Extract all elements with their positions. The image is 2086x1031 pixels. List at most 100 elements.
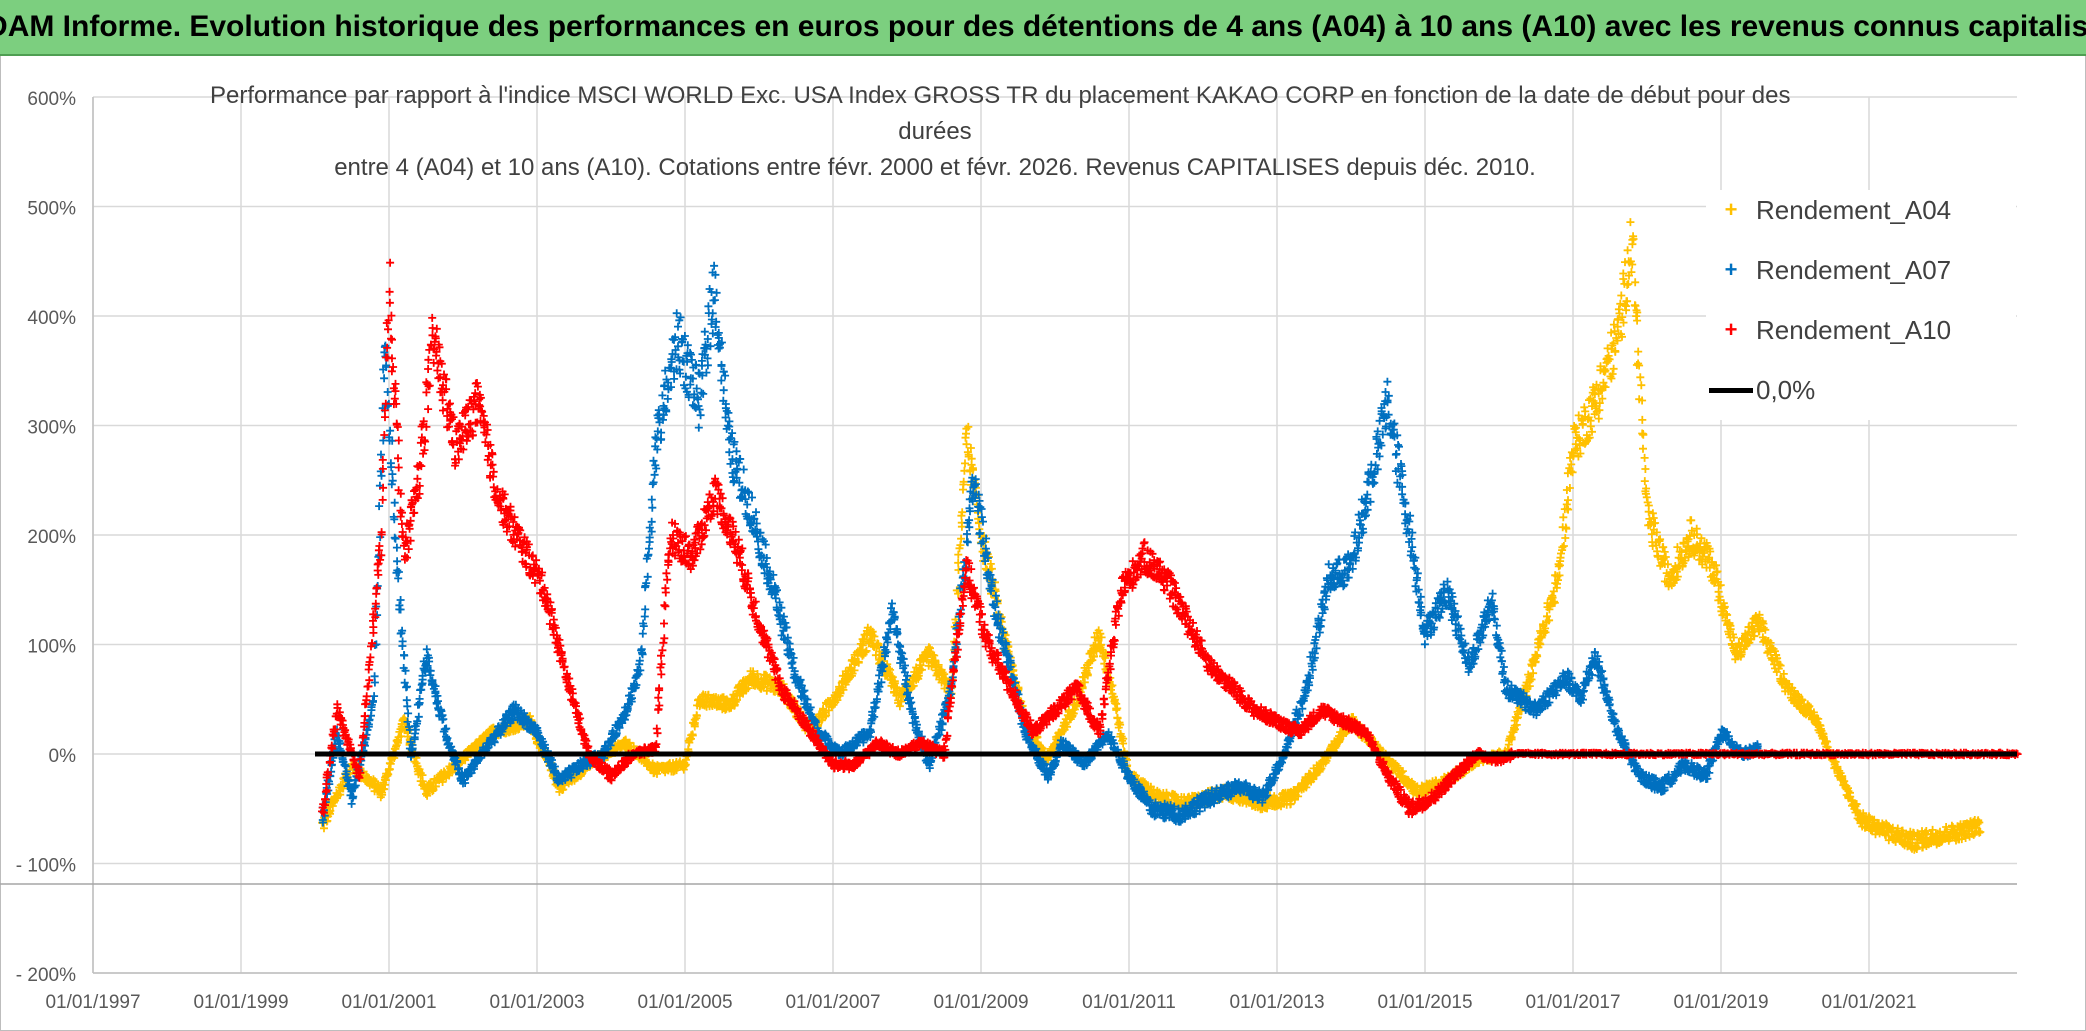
point-a04: [1640, 453, 1649, 462]
point-a07: [640, 612, 649, 621]
point-a04: [962, 440, 971, 449]
point-a04: [954, 550, 963, 559]
point-a04: [415, 765, 424, 774]
point-a04: [1623, 246, 1632, 255]
point-a07: [377, 471, 386, 480]
y-tick-label: 500%: [27, 199, 76, 220]
point-a04: [1653, 547, 1662, 556]
x-tick-label: 01/01/2009: [933, 992, 1028, 1013]
point-a07: [400, 651, 409, 660]
point-a07: [650, 470, 659, 479]
y-tick-label: 100%: [27, 637, 76, 658]
point-a07: [670, 374, 679, 383]
y-tick-label: - 200%: [16, 965, 76, 986]
point-a04: [1639, 444, 1647, 453]
point-a04: [1687, 516, 1696, 525]
point-a07: [392, 543, 401, 552]
point-a04: [1639, 430, 1648, 438]
point-a07: [674, 322, 682, 331]
point-a07: [370, 692, 379, 701]
y-tick-label: 400%: [27, 308, 76, 329]
x-tick-label: 01/01/2005: [637, 992, 732, 1013]
x-tick-label: 01/01/2021: [1821, 992, 1916, 1013]
x-tick-label: 01/01/1997: [45, 992, 140, 1013]
point-a04: [1624, 280, 1633, 288]
point-a04: [1640, 477, 1649, 486]
point-a07: [710, 261, 719, 270]
point-a04: [339, 784, 348, 793]
point-a04: [1617, 291, 1626, 300]
point-a04: [1567, 460, 1576, 469]
axes: [0, 97, 2017, 974]
point-a04: [1631, 278, 1640, 287]
y-tick-label: 300%: [27, 418, 76, 439]
point-a07: [380, 374, 389, 383]
point-a07: [347, 799, 356, 808]
y-axis-tick-labels: 600%500%400%300%200%100%0%- 100%- 200%: [16, 89, 76, 986]
point-a07: [719, 386, 728, 395]
point-a07: [700, 327, 709, 336]
point-a07: [414, 712, 423, 721]
point-a04: [1628, 240, 1637, 249]
point-a04: [1559, 542, 1568, 550]
point-a07: [717, 376, 726, 385]
point-a07: [393, 557, 402, 566]
point-a04: [1636, 373, 1645, 382]
point-a07: [732, 447, 741, 456]
point-a04: [1634, 347, 1643, 356]
y-tick-label: - 100%: [16, 856, 76, 877]
x-tick-label: 01/01/2003: [489, 992, 584, 1013]
point-a07: [703, 361, 712, 370]
point-a07: [386, 426, 395, 435]
point-a07: [645, 544, 653, 553]
point-a04: [1559, 513, 1568, 522]
point-a07: [422, 645, 431, 654]
point-a04: [336, 790, 345, 799]
point-a04: [320, 824, 328, 833]
point-a04: [1638, 415, 1647, 424]
point-a07: [743, 500, 752, 509]
point-a07: [402, 696, 411, 705]
point-a07: [721, 371, 730, 380]
point-a04: [962, 429, 970, 438]
point-a07: [643, 572, 652, 581]
point-a07: [739, 465, 748, 474]
point-a07: [888, 599, 896, 608]
x-tick-label: 01/01/2007: [785, 992, 880, 1013]
point-a07: [383, 388, 392, 396]
point-a07: [712, 288, 721, 297]
point-a07: [432, 698, 441, 707]
point-a07: [390, 498, 399, 507]
point-a04: [385, 759, 394, 768]
point-a07: [418, 675, 427, 684]
point-a07: [377, 450, 385, 459]
point-a04: [1637, 381, 1646, 390]
point-a07: [402, 683, 411, 692]
point-a04: [1601, 366, 1610, 375]
point-a04: [391, 744, 400, 753]
point-a07: [404, 709, 413, 718]
point-a04: [1633, 316, 1642, 325]
point-a07: [704, 302, 713, 311]
point-a04: [1564, 496, 1572, 505]
x-axis-tick-labels: 01/01/1997 01/01/1999 01/01/2001 01/01/2003…: [45, 992, 1916, 1013]
point-a07: [396, 596, 405, 604]
x-tick-label: 01/01/2013: [1229, 992, 1324, 1013]
x-tick-label: 01/01/2015: [1377, 992, 1472, 1013]
point-a04: [1112, 706, 1121, 714]
x-tick-label: 01/01/2019: [1673, 992, 1768, 1013]
point-a07: [649, 456, 658, 465]
x-tick-label: 01/01/2001: [341, 992, 436, 1013]
x-tick-label: 01/01/2011: [1082, 992, 1176, 1013]
point-a07: [696, 411, 705, 420]
point-a04: [381, 776, 390, 785]
point-a07: [638, 629, 647, 638]
point-a04: [397, 732, 406, 741]
point-a04: [1631, 301, 1640, 310]
point-a07: [396, 605, 405, 614]
point-a04: [431, 782, 440, 791]
point-a04: [1641, 465, 1650, 473]
y-tick-label: 600%: [27, 89, 76, 110]
